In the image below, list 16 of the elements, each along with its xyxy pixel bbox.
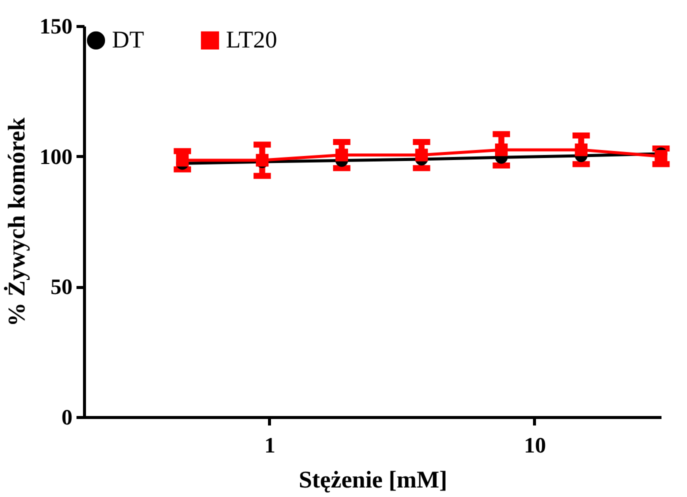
point bbox=[176, 154, 189, 167]
point bbox=[495, 143, 508, 156]
y-axis-title: % Żywych komórek bbox=[4, 116, 30, 326]
x-tick-label: 10 bbox=[524, 432, 546, 458]
x-axis-title: Stężenie [mM] bbox=[298, 468, 448, 494]
point bbox=[654, 150, 668, 163]
y-tick-label: 0 bbox=[62, 404, 72, 430]
legend-label: DT bbox=[112, 27, 144, 54]
y-tick-label: 50 bbox=[50, 274, 72, 300]
y-tick-label: 150 bbox=[40, 14, 72, 38]
point bbox=[574, 143, 588, 156]
x-tick-label: 1 bbox=[264, 432, 276, 458]
point bbox=[415, 148, 428, 162]
point bbox=[335, 148, 348, 162]
legend-label: LT20 bbox=[226, 27, 278, 54]
y-tick-label: 100 bbox=[40, 144, 72, 169]
